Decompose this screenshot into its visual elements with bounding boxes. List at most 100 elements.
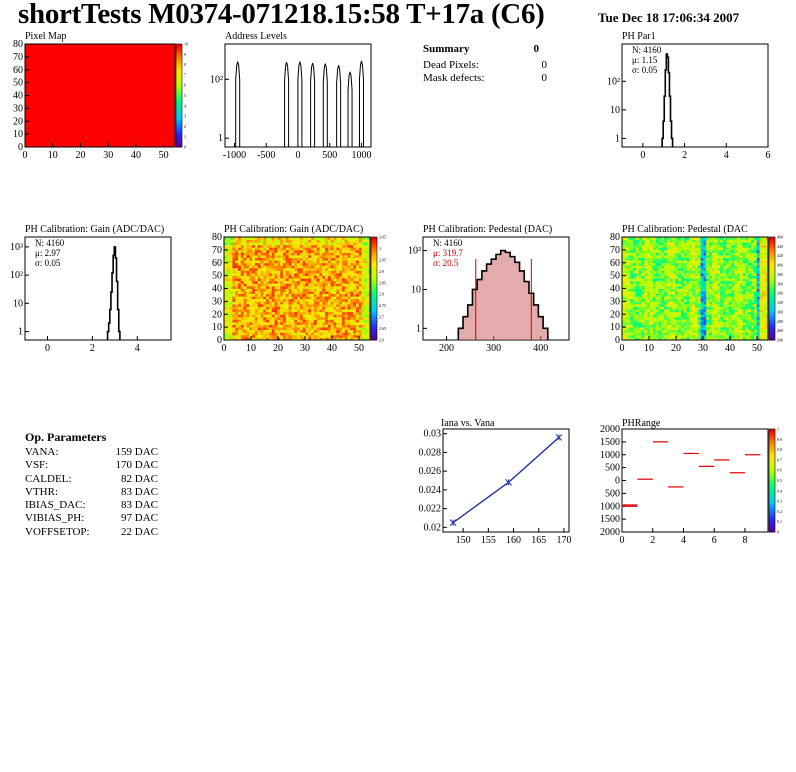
x-tick-label: 8 — [742, 535, 747, 546]
ph-pedestal-map-cell — [706, 314, 710, 318]
ph-gain-map-cell — [238, 291, 242, 295]
ph-pedestal-map-cell — [666, 267, 671, 271]
ph-gain-map-cell — [367, 293, 371, 297]
ph-pedestal-map-cell — [695, 283, 699, 287]
ph-gain-map-cell — [280, 337, 284, 341]
pixel-map-colorbar-segment — [176, 98, 182, 102]
ph-pedestal-map-cell — [762, 319, 766, 323]
ph-gain-map-cell — [336, 252, 340, 256]
ph-gain-map-cell — [322, 275, 326, 279]
ph-gain-map-cell — [319, 293, 323, 297]
pixel-map-fill — [25, 44, 175, 147]
ph-pedestal-map-cell — [650, 332, 654, 336]
ph-pedestal-map-cell — [686, 324, 690, 328]
ph-pedestal-map-cell — [638, 262, 643, 266]
ph-pedestal-map-cell — [627, 329, 631, 333]
ph-pedestal-map-cell — [756, 319, 760, 323]
ph-pedestal-map-cell — [675, 296, 679, 300]
ph-gain-map-cell — [294, 296, 298, 300]
ph-gain-map-cell — [302, 270, 306, 274]
ph-pedestal-map-cell — [700, 262, 704, 266]
ph-gain-map-cell — [246, 280, 250, 284]
ph-gain-map-cell — [271, 303, 275, 307]
ph-pedestal-map-cell — [647, 252, 651, 256]
ph-pedestal-map-cell — [624, 260, 629, 264]
ph-pedestal-map-cell — [675, 242, 679, 246]
ph-gain-map-cell — [232, 311, 236, 315]
ph-gain-map-cell — [364, 260, 368, 264]
ph-pedestal-map-cell — [709, 270, 713, 274]
ph-gain-map-cell — [313, 311, 318, 315]
ph-gain-map-cell — [299, 278, 304, 282]
ph-pedestal-map-cell — [700, 321, 704, 325]
ph-pedestal-map-cell — [695, 255, 699, 258]
ph-gain-map-cell — [288, 288, 292, 292]
ph-gain-map-cell — [305, 283, 309, 287]
ph-pedestal-map-cell — [644, 244, 648, 248]
ph-pedestal-map-cell — [720, 314, 724, 318]
ph-gain-map-cell — [308, 329, 312, 333]
ph-gain-map-cell — [311, 280, 315, 284]
ph-gain-map-cell — [238, 270, 242, 274]
ph-pedestal-map-cell — [664, 291, 668, 295]
ph-gain-map-cell — [364, 319, 368, 323]
ph-pedestal-map-cell — [627, 247, 631, 251]
ph-gain-map-cell — [291, 275, 295, 279]
ph-pedestal-map-cell — [700, 324, 704, 328]
ph-pedestal-map-cell — [669, 293, 673, 297]
ph-pedestal-map-cell — [669, 244, 673, 248]
ph-pedestal-map-cell — [706, 319, 710, 323]
ph-pedestal-map-cell — [650, 242, 654, 246]
ph-pedestal-map-cell — [745, 319, 749, 323]
ph-gain-map-cell — [263, 329, 267, 333]
ph-pedestal-map-cell — [739, 332, 744, 336]
ph-gain-map-cell — [297, 260, 301, 264]
ph-gain-map-cell — [235, 291, 239, 295]
ph-gain-map-cell — [311, 296, 315, 300]
ph-gain-map-cell — [252, 293, 256, 297]
ph-pedestal-map-cell — [706, 309, 710, 313]
ph-pedestal-map-cell — [661, 257, 665, 261]
ph-gain-map-cell — [277, 249, 281, 253]
ph-pedestal-map-cell — [636, 260, 640, 264]
ph-gain-map-cell — [350, 291, 354, 295]
ph-gain-map-cell — [333, 265, 337, 269]
ph-gain-map-cell — [252, 337, 256, 341]
ph-pedestal-map-cell — [680, 278, 685, 282]
ph-pedestal-map-cell — [762, 301, 766, 305]
ph-pedestal-map-cell — [731, 291, 735, 295]
ph-gain-map-cell — [238, 303, 242, 307]
ph-pedestal-map-cell — [725, 316, 730, 320]
ph-pedestal-map-cell — [627, 301, 631, 305]
ph-gain-map-cell — [353, 239, 357, 243]
ph-gain-map-cell — [316, 321, 320, 325]
ph-pedestal-map-cell — [692, 303, 696, 307]
ph-pedestal-map-cell — [669, 311, 673, 315]
ph-gain-map-cell — [229, 283, 233, 287]
ph-pedestal-map-cell — [739, 275, 744, 279]
ph-gain-map-cell — [268, 306, 273, 310]
ph-gain-map-cell — [297, 301, 301, 305]
ph-gain-map-cell — [271, 334, 275, 338]
ph-gain-map-colorbar-label: 3.05 — [379, 235, 386, 240]
ph-gain-map-cell — [299, 273, 304, 277]
ph-gain-map-cell — [311, 316, 315, 320]
ph-pedestal-map-cell — [759, 273, 763, 277]
ph-pedestal-map-cell — [692, 255, 696, 258]
ph-gain-map-cell — [260, 291, 264, 295]
ph-pedestal-map-cell — [641, 291, 645, 295]
ph-pedestal-map-cell — [633, 267, 637, 271]
ph-range-colorbar-segment — [769, 488, 775, 492]
ph-gain-map-cell — [232, 265, 236, 269]
ph-gain-map-cell — [316, 260, 320, 264]
ph-pedestal-map-cell — [742, 324, 746, 328]
summary-title: Summary — [423, 43, 470, 55]
ph-gain-map-cell — [294, 247, 298, 251]
ph-pedestal-map-cell — [683, 267, 687, 271]
ph-gain-map-cell — [341, 249, 346, 253]
ph-pedestal-map-cell — [647, 293, 651, 297]
ph-pedestal-map-cell — [759, 262, 763, 266]
ph-pedestal-map-cell — [680, 319, 685, 323]
ph-gain-map-cell — [271, 242, 275, 246]
ph-gain-map-cell — [316, 301, 320, 305]
